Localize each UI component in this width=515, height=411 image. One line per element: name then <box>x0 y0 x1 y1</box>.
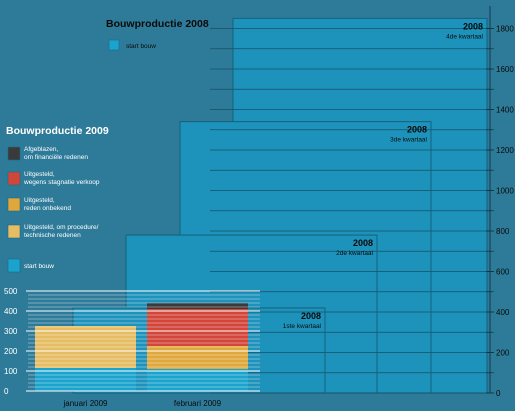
bar-quarter-label: 2de kwartaal <box>336 250 373 257</box>
legend-2009-swatch <box>7 224 21 239</box>
right-axis-label: 1200 <box>496 146 514 155</box>
bar-year-label: 2008 <box>301 311 321 321</box>
left-axis-label: 200 <box>4 347 18 356</box>
legend-2009-swatch <box>7 146 21 161</box>
left-axis-label: 300 <box>4 327 18 336</box>
bar-2009-segment <box>147 303 248 309</box>
bar-2009-segment <box>147 369 248 391</box>
legend-2009-line2: wegens stagnatie verkoop <box>23 179 100 186</box>
right-axis-label: 600 <box>496 268 510 277</box>
bar-quarter-label: 4de kwartaal <box>446 33 483 40</box>
bar-year-label: 2008 <box>407 125 427 135</box>
right-axis-label: 400 <box>496 308 510 317</box>
left-axis-2009: 0 100 200 300 400 500 <box>4 287 260 396</box>
guides-2008 <box>210 18 492 394</box>
bar-quarter-label: 3de kwartaal <box>390 137 427 144</box>
right-axis-label: 1000 <box>496 187 514 196</box>
left-axis-label: 500 <box>4 287 18 296</box>
right-axis-label: 1400 <box>496 106 514 115</box>
legend-2009-line1: Uitgesteld, <box>24 171 55 178</box>
bar-2009-segment <box>147 346 248 369</box>
legend-2009-swatch <box>7 171 21 186</box>
bar-2009-segment <box>147 309 248 346</box>
right-axis-label: 1600 <box>496 65 514 74</box>
right-axis: 0 200 400 600 800 1000 1200 1400 1600 1800 <box>486 6 514 398</box>
title-2008: Bouwproductie 2008 <box>106 18 209 30</box>
category-label: januari 2009 <box>62 399 108 408</box>
legend-2008-swatch <box>108 39 120 51</box>
legend-2009-line2: technische redenen <box>24 232 81 239</box>
left-axis-label: 100 <box>4 367 18 376</box>
legend-2009-swatch <box>7 197 21 212</box>
legend-2009-line1: Uitgesteld, <box>24 197 55 204</box>
bar-year-label: 2008 <box>353 238 373 248</box>
labels-2008: 2008 1ste kwartaal 2008 2de kwartaal 2008 3de… <box>283 21 484 330</box>
legend-2009-line1: Uitgesteld, om procedure/ <box>24 224 99 231</box>
bar-quarter-label: 1ste kwartaal <box>283 323 322 330</box>
left-axis-label: 0 <box>4 387 9 396</box>
legend-2009: Afgeblazen,om financiële redenen Uitgeste… <box>7 146 100 273</box>
right-axis-label: 1800 <box>496 25 514 34</box>
right-axis-label: 800 <box>496 227 510 236</box>
bar-2009-segment <box>35 368 136 391</box>
left-axis-label: 400 <box>4 307 18 316</box>
legend-2009-line1: Afgeblazen, <box>24 146 59 153</box>
legend-2009-line2: reden onbekend <box>24 205 71 212</box>
legend-2008-label: start bouw <box>126 43 156 50</box>
legend-2009-line1: start bouw <box>24 263 54 270</box>
legend-2009-line2: om financiële redenen <box>24 154 88 161</box>
category-label: februari 2009 <box>174 399 222 408</box>
legend-2009-swatch <box>7 258 21 273</box>
bar-year-label: 2008 <box>463 21 483 31</box>
right-axis-label: 0 <box>496 389 501 398</box>
title-2009: Bouwproductie 2009 <box>6 125 109 137</box>
right-axis-label: 200 <box>496 349 510 358</box>
